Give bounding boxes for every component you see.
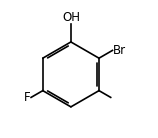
Text: Br: Br — [113, 44, 126, 57]
Text: OH: OH — [62, 11, 80, 24]
Text: F: F — [24, 91, 30, 104]
